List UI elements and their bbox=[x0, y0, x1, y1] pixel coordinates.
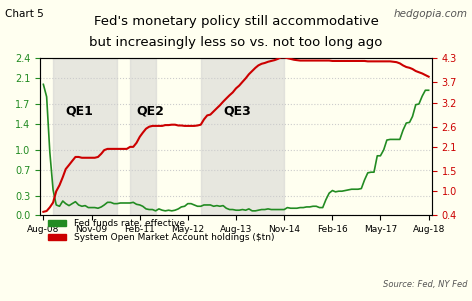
Text: QE3: QE3 bbox=[223, 104, 251, 117]
Text: but increasingly less so vs. not too long ago: but increasingly less so vs. not too lon… bbox=[89, 36, 383, 49]
Legend: Fed funds rate, effective, System Open Market Account holdings ($tn): Fed funds rate, effective, System Open M… bbox=[45, 216, 278, 246]
Bar bbox=[201, 58, 284, 216]
Bar bbox=[130, 58, 155, 216]
Text: Fed's monetary policy still accommodative: Fed's monetary policy still accommodativ… bbox=[93, 15, 379, 28]
Text: Source: Fed, NY Fed: Source: Fed, NY Fed bbox=[383, 280, 467, 289]
Text: QE2: QE2 bbox=[136, 104, 164, 117]
Text: hedgopia.com: hedgopia.com bbox=[393, 9, 467, 19]
Text: Chart 5: Chart 5 bbox=[5, 9, 43, 19]
Bar bbox=[53, 58, 117, 216]
Text: QE1: QE1 bbox=[66, 104, 93, 117]
